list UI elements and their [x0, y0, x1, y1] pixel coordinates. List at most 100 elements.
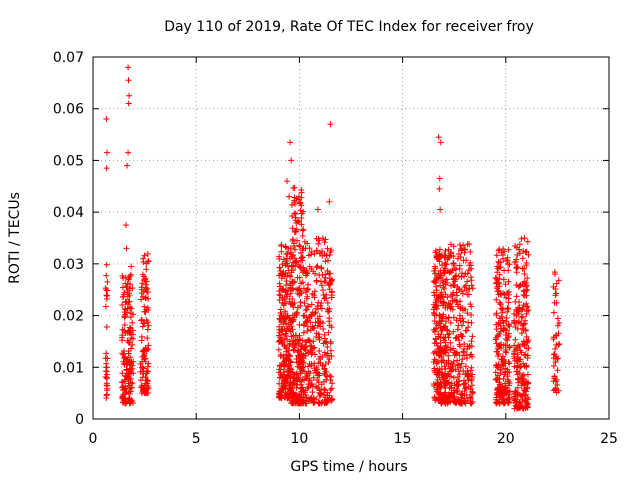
- data-point: [551, 375, 558, 382]
- data-point: [125, 149, 132, 156]
- data-point: [127, 314, 134, 321]
- data-point: [292, 377, 299, 384]
- data-point: [436, 246, 443, 253]
- data-point: [311, 294, 318, 301]
- data-point: [290, 378, 297, 385]
- data-point: [498, 249, 505, 256]
- data-point: [457, 364, 464, 371]
- data-point: [461, 246, 468, 253]
- data-point: [451, 398, 458, 405]
- data-point: [126, 92, 133, 99]
- data-point: [324, 245, 331, 252]
- data-point: [431, 367, 438, 374]
- data-point: [298, 194, 305, 201]
- data-point: [500, 375, 507, 382]
- data-point: [286, 193, 293, 200]
- data-point: [505, 382, 512, 389]
- data-point: [432, 335, 439, 342]
- data-point: [297, 378, 304, 385]
- data-point: [521, 281, 528, 288]
- data-point: [468, 343, 475, 350]
- data-point: [283, 288, 290, 295]
- data-point: [288, 323, 295, 330]
- data-point: [446, 254, 453, 261]
- data-point: [450, 260, 457, 267]
- data-point: [277, 306, 284, 313]
- data-point: [518, 349, 525, 356]
- data-point: [324, 257, 331, 264]
- y-tick-label: 0.01: [53, 360, 84, 376]
- data-point: [431, 394, 438, 401]
- data-point: [460, 348, 467, 355]
- data-point: [322, 271, 329, 278]
- x-tick-label: 20: [497, 431, 515, 447]
- data-point: [321, 331, 328, 338]
- data-point: [465, 383, 472, 390]
- data-point: [554, 315, 561, 322]
- data-point: [524, 303, 531, 310]
- data-point: [459, 290, 466, 297]
- data-point: [307, 342, 314, 349]
- data-point: [292, 246, 299, 253]
- data-point: [513, 293, 520, 300]
- data-point: [127, 303, 134, 310]
- data-point: [450, 276, 457, 283]
- data-point: [119, 395, 126, 402]
- data-point: [312, 369, 319, 376]
- data-point: [300, 329, 307, 336]
- grid-lines: [93, 57, 609, 419]
- data-point: [315, 334, 322, 341]
- axes: 0 5 10 15 20 25 0 0.01 0.02 0.03 0.04 0.05 0.06 0.07: [53, 50, 618, 447]
- data-point: [125, 380, 132, 387]
- data-point: [289, 212, 296, 219]
- data-point: [459, 356, 466, 363]
- data-point: [323, 252, 330, 259]
- data-point: [318, 282, 325, 289]
- data-point: [462, 246, 469, 253]
- data-point: [126, 274, 133, 281]
- data-point: [303, 314, 310, 321]
- data-point: [315, 240, 322, 247]
- data-point: [313, 277, 320, 284]
- data-point: [129, 365, 136, 372]
- data-point: [296, 274, 303, 281]
- data-point: [137, 360, 144, 367]
- data-point: [462, 363, 469, 370]
- data-point: [440, 302, 447, 309]
- data-point: [327, 278, 334, 285]
- data-point: [553, 280, 560, 287]
- data-point: [521, 292, 528, 299]
- data-point: [452, 349, 459, 356]
- data-point: [441, 299, 448, 306]
- data-point: [308, 301, 315, 308]
- data-point: [327, 386, 334, 393]
- data-point: [287, 290, 294, 297]
- data-point: [119, 399, 126, 406]
- data-point: [504, 257, 511, 264]
- data-point: [143, 260, 150, 267]
- y-tick-label: 0.04: [53, 205, 84, 221]
- data-point: [319, 354, 326, 361]
- data-point: [309, 323, 316, 330]
- data-point: [301, 345, 308, 352]
- data-point: [282, 315, 289, 322]
- data-point: [318, 265, 325, 272]
- data-point: [504, 308, 511, 315]
- data-point: [453, 272, 460, 279]
- data-point: [121, 289, 128, 296]
- data-point: [130, 370, 137, 377]
- data-point: [127, 327, 134, 334]
- data-point: [458, 360, 465, 367]
- data-point: [439, 357, 446, 364]
- data-point: [128, 334, 135, 341]
- data-point: [516, 298, 523, 305]
- data-point: [314, 315, 321, 322]
- data-point: [468, 265, 475, 272]
- data-point: [138, 333, 145, 340]
- data-point: [288, 278, 295, 285]
- data-point: [294, 392, 301, 399]
- data-point: [457, 398, 464, 405]
- data-point: [124, 293, 131, 300]
- data-point: [138, 317, 145, 324]
- data-point: [514, 384, 521, 391]
